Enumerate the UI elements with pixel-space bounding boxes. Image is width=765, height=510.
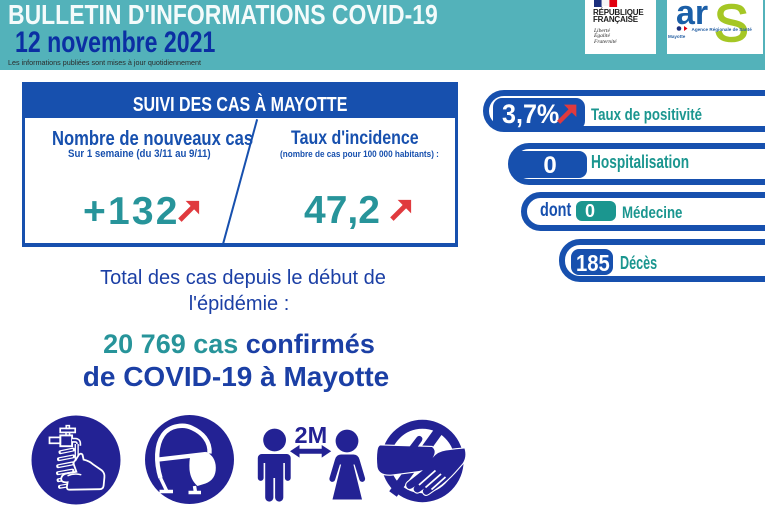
svg-text:S: S xyxy=(714,0,749,53)
svg-text:Mayotte: Mayotte xyxy=(668,34,686,39)
svg-text:ar: ar xyxy=(676,0,708,32)
svg-text:2M: 2M xyxy=(295,422,328,448)
svg-text:Agence Régionale de Santé: Agence Régionale de Santé xyxy=(692,27,753,32)
